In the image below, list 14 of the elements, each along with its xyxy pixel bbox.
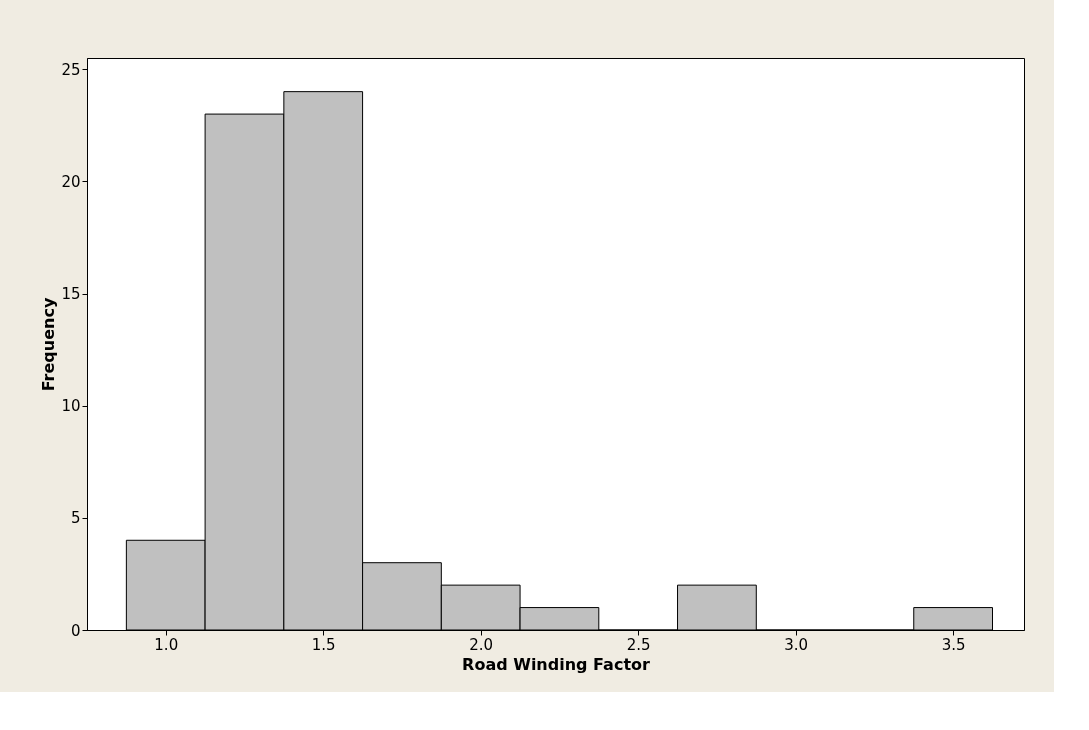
x-tick-label: 2.0 <box>469 635 494 654</box>
y-tick-label: 0 <box>70 621 81 640</box>
y-tick-label: 25 <box>61 60 81 79</box>
x-tick-label: 1.0 <box>154 635 179 654</box>
y-tick-label: 15 <box>61 285 81 304</box>
x-tick-label: 1.5 <box>311 635 336 654</box>
x-tick-label: 3.0 <box>784 635 809 654</box>
x-tick-label: 3.5 <box>941 635 966 654</box>
y-tick-label: 20 <box>61 172 81 191</box>
y-tick-label: 10 <box>61 397 81 416</box>
y-tick-label: 5 <box>70 509 81 528</box>
x-tick-label: 2.5 <box>626 635 651 654</box>
y-axis-title: Frequency <box>39 297 59 392</box>
x-axis-title: Road Winding Factor <box>462 654 651 674</box>
